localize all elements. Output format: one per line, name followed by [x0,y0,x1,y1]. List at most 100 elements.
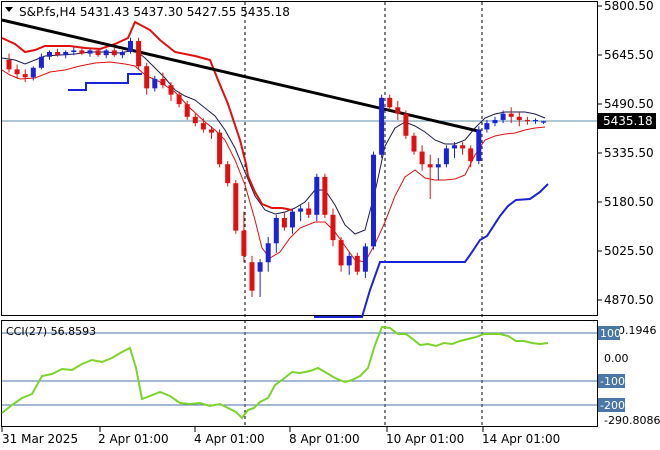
price-tick-label: 5645.50 [604,48,654,62]
candle-body [22,74,28,78]
price-tick-label: 5490.50 [604,97,654,111]
candle-body [192,116,198,124]
candle-body [184,104,190,117]
slow-moving-average [1,61,546,263]
cci-zero-label: 0.00 [604,352,629,365]
candle-body [306,208,312,215]
fast-moving-average [1,49,546,235]
candle-body [524,119,530,122]
current-price-value: 5435.18 [603,114,653,128]
candle-body [500,113,506,120]
current-price-tag: 5435.18 [598,113,656,129]
candle-body [533,119,538,122]
candle-body [419,151,425,165]
candle-body [38,56,44,68]
candle-body [452,145,457,149]
candle-body [47,51,52,57]
time-label: 4 Apr 01:00 [194,432,265,446]
candle-body [79,50,85,54]
candle-body [403,113,409,136]
candle-body [136,40,142,67]
candle-body [152,78,158,89]
candle-body [265,243,271,263]
candle-body [346,255,352,266]
trailing-stop-line-lower [314,183,549,318]
candle-body [95,50,101,56]
candle-body [427,164,433,168]
cci-panel-frame [1,320,598,427]
candle-body [298,208,304,212]
candle-body [55,51,61,56]
candle-body [71,50,77,52]
candle-body [144,66,150,89]
candle-body [168,85,174,95]
candle-body [119,51,125,56]
candle-body [290,211,295,228]
candle-body [330,214,336,241]
cci-indicator-title: CCI(27) 56.8593 [6,325,96,338]
candle-body [322,176,328,215]
time-label: 8 Apr 01:00 [289,432,360,446]
candle-body [225,164,231,184]
candle-body [176,94,182,105]
candlestick-series [6,37,547,297]
candle-body [103,50,109,56]
candle-body [387,97,393,108]
candle-body [63,51,69,56]
price-tick-label: 5335.50 [604,146,654,160]
cci-level-100-tag [598,326,620,340]
upper-band-line [1,20,293,211]
cci-levels [2,332,597,406]
candle-body [128,40,133,52]
candle-body [492,119,498,124]
price-tick-label: 5180.50 [604,195,654,209]
candle-body [411,135,417,152]
cci-level-minus200: -200 [600,399,625,412]
price-tick-label: 4870.50 [604,293,654,307]
candle-body [87,50,93,54]
time-axis: 31 Mar 2025 2 Apr 01:00 4 Apr 01:00 8 Ap… [1,427,560,446]
candle-body [476,129,482,162]
candle-body [233,183,239,231]
candle-body [257,262,263,272]
candle-body [14,69,20,75]
candle-body [371,154,376,247]
time-label: 14 Apr 01:00 [482,432,560,446]
candle-body [460,145,466,149]
cci-level-minus100-tag [598,374,625,388]
cci-level-100: 100 [600,327,621,340]
candle-body [6,59,12,70]
candle-body [379,97,385,155]
trailing-stop-line [68,73,142,91]
candle-body [160,78,166,86]
candle-body [30,67,36,78]
chart-menu-triangle-icon[interactable] [5,7,13,12]
candle-body [338,240,344,266]
candle-body [468,148,474,162]
candle-body [508,113,514,117]
cci-level-minus200-tag [598,398,625,412]
time-label: 2 Apr 01:00 [98,432,169,446]
candle-body [314,176,320,215]
price-tick-label: 5025.50 [604,244,654,258]
price-axis: 5800.50 5645.50 5490.50 5335.50 5180.50 … [597,0,654,307]
price-panel-frame [1,1,598,316]
period-separators [244,2,483,426]
candle-body [273,217,279,244]
price-tick-label: 5800.50 [604,0,654,13]
candle-body [395,107,401,114]
candle-body [249,262,255,291]
candle-body [217,132,223,165]
cci-axis: 150.1946 0.00 -290.8086 100 -100 -200 [598,324,660,427]
candle-body [200,123,206,130]
candle-body [443,148,449,165]
candle-body [541,121,547,123]
candle-body [516,116,522,120]
candle-body [354,255,360,272]
candle-body [435,164,441,168]
time-label: 10 Apr 01:00 [386,432,464,446]
candle-body [281,217,287,228]
symbol-quote-line: S&P.fs,H4 5431.43 5437.30 5427.55 5435.1… [19,5,290,19]
candle-body [362,246,368,272]
